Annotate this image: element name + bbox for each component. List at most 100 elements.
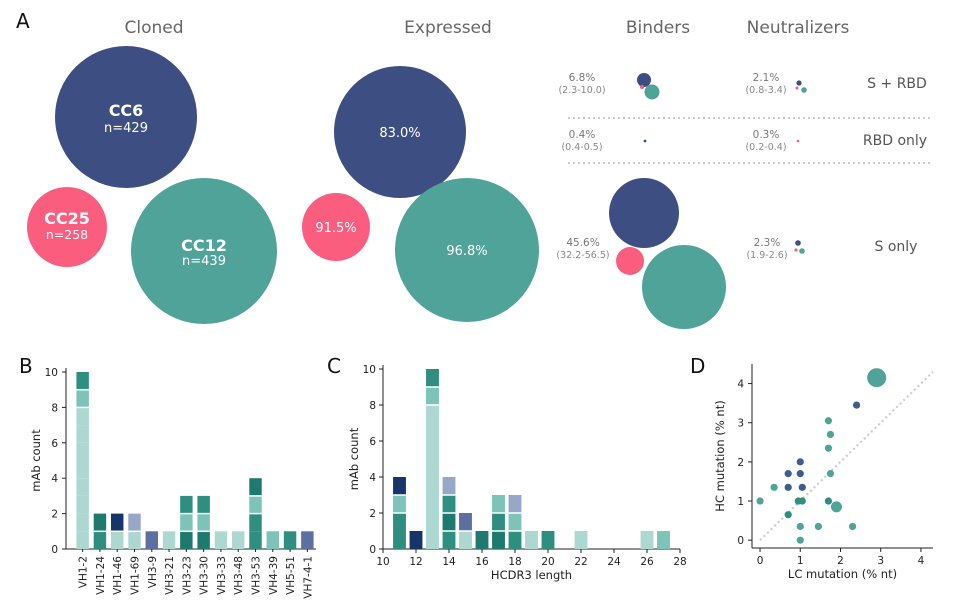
binders-ci-s-only: (32.2-56.5) — [556, 250, 609, 261]
x-tick-label: 18 — [508, 556, 521, 568]
bar-segment — [249, 495, 262, 514]
scatter-point — [796, 522, 804, 531]
bar-segment — [426, 495, 439, 513]
neut-ci-s-only: (1.9-2.6) — [746, 250, 787, 261]
neut-pct-rbd-only: 0.3% — [753, 129, 780, 141]
y-tick-label: 2 — [369, 508, 376, 520]
bar-segment — [266, 531, 280, 549]
x-tick-label: 3 — [877, 555, 884, 567]
bar-segment — [657, 531, 670, 549]
y-tick-label: 0 — [51, 544, 58, 556]
bar-segment — [249, 478, 262, 496]
bar-segment — [76, 389, 89, 408]
x-tick-label: VH1-24 — [95, 556, 107, 595]
x-tick-label: VH3-33 — [216, 556, 228, 595]
bar-segment — [426, 423, 439, 441]
expressed-pct-cc12: 96.8% — [446, 244, 487, 259]
scatter-point — [784, 470, 792, 478]
bar-segment — [76, 372, 89, 390]
bar-segment — [393, 477, 406, 495]
neut-dot-s-only-cc12 — [799, 248, 805, 254]
bar-segment — [426, 477, 439, 495]
bar-segment — [110, 531, 124, 549]
scatter-point — [796, 536, 804, 544]
scatter-point — [784, 483, 792, 491]
scatter-point — [798, 483, 806, 491]
x-tick-label: VH3-23 — [181, 556, 193, 595]
y-axis-label: mAb count — [29, 429, 43, 492]
bar-segment — [93, 513, 107, 532]
expressed-bubble-cc12 — [395, 178, 539, 322]
bar-segment — [442, 495, 456, 513]
scatter-point — [848, 522, 857, 531]
scatter-point — [830, 501, 842, 513]
bar-segment — [128, 531, 141, 549]
bar-segment — [197, 513, 210, 532]
bar-segment — [197, 495, 210, 514]
x-axis-label: LC mutation (% nt) — [788, 567, 897, 581]
bar-segment — [541, 531, 555, 549]
y-tick-label: 2 — [51, 509, 58, 521]
neut-ci-rbd-only: (0.2-0.4) — [745, 142, 786, 153]
binders-dot-rbd-only — [643, 139, 647, 143]
scatter-point — [824, 444, 833, 452]
y-tick-label: 4 — [51, 473, 58, 485]
scatter-point — [867, 368, 887, 388]
bar-segment — [574, 531, 588, 549]
x-axis-label: HCDR3 length — [491, 568, 572, 582]
x-tick-label: 22 — [574, 556, 587, 568]
bar-segment — [110, 513, 124, 532]
cloned-bubble-cc6 — [55, 46, 197, 188]
header-neutralizers: Neutralizers — [747, 18, 850, 38]
bar-segment — [197, 531, 210, 549]
expressed-bubble-cc25 — [302, 193, 370, 261]
bar-segment — [459, 531, 472, 549]
x-tick-label: 4 — [918, 555, 925, 567]
x-tick-label: 12 — [409, 556, 422, 568]
x-tick-label: VH7-4-1 — [302, 556, 314, 599]
cloned-n-cc12: n=439 — [182, 254, 226, 269]
x-tick-label: 16 — [475, 556, 489, 568]
y-tick-label: 10 — [363, 364, 376, 376]
bar-segment — [393, 495, 406, 513]
bar-segment — [426, 459, 439, 477]
bar-segment — [426, 405, 439, 423]
y-tick-label: 8 — [51, 402, 58, 414]
y-axis-label: HC mutation (% nt) — [713, 400, 727, 511]
x-tick-label: 0 — [757, 555, 764, 567]
bar-segment — [76, 478, 89, 496]
bar-segment — [409, 531, 423, 549]
bar-segment — [76, 531, 89, 549]
binders-dot-s-rbd-cc6 — [637, 73, 651, 87]
x-tick-label: VH5-51 — [285, 556, 297, 595]
cloned-bubble-cc12 — [131, 178, 277, 324]
scatter-point — [796, 470, 804, 478]
x-tick-label: 14 — [442, 556, 456, 568]
scatter-point — [826, 430, 835, 439]
neut-pct-s-only: 2.3% — [754, 237, 781, 249]
cloned-bubble-cc25 — [27, 187, 107, 267]
neut-ci-s-rbd: (0.8-3.4) — [745, 85, 786, 96]
y-tick-label: 0 — [369, 544, 376, 556]
cloned-n-cc25: n=258 — [46, 227, 88, 242]
scatter-point — [784, 511, 792, 519]
panel-d-scatter: 0 1 2 3 4 0 1 2 3 4 LC mutation (% nt) HC mutation … — [713, 364, 934, 581]
bar-segment — [249, 531, 262, 549]
bar-segment — [249, 513, 262, 532]
bar-segment — [145, 531, 159, 549]
y-tick-label: 3 — [737, 418, 744, 430]
y-tick-label: 1 — [737, 496, 744, 508]
panel-b-bar-chart: 0 2 4 6 8 10 mAb count VH1-2 VH1-24 VH1-46 VH1-69 V… — [29, 367, 316, 599]
y-tick-label: 2 — [737, 457, 744, 469]
expressed-pct-cc6: 83.0% — [379, 126, 420, 141]
bar-segment — [492, 531, 505, 549]
bar-segment — [426, 387, 439, 405]
bar-segment — [162, 531, 176, 549]
bar-segment — [214, 531, 228, 549]
neut-dot-rbd-only — [796, 139, 800, 143]
binders-ci-rbd-only: (0.4-0.5) — [561, 142, 602, 153]
cloned-label-cc12: CC12 — [181, 236, 227, 255]
bar-segment — [442, 513, 456, 531]
